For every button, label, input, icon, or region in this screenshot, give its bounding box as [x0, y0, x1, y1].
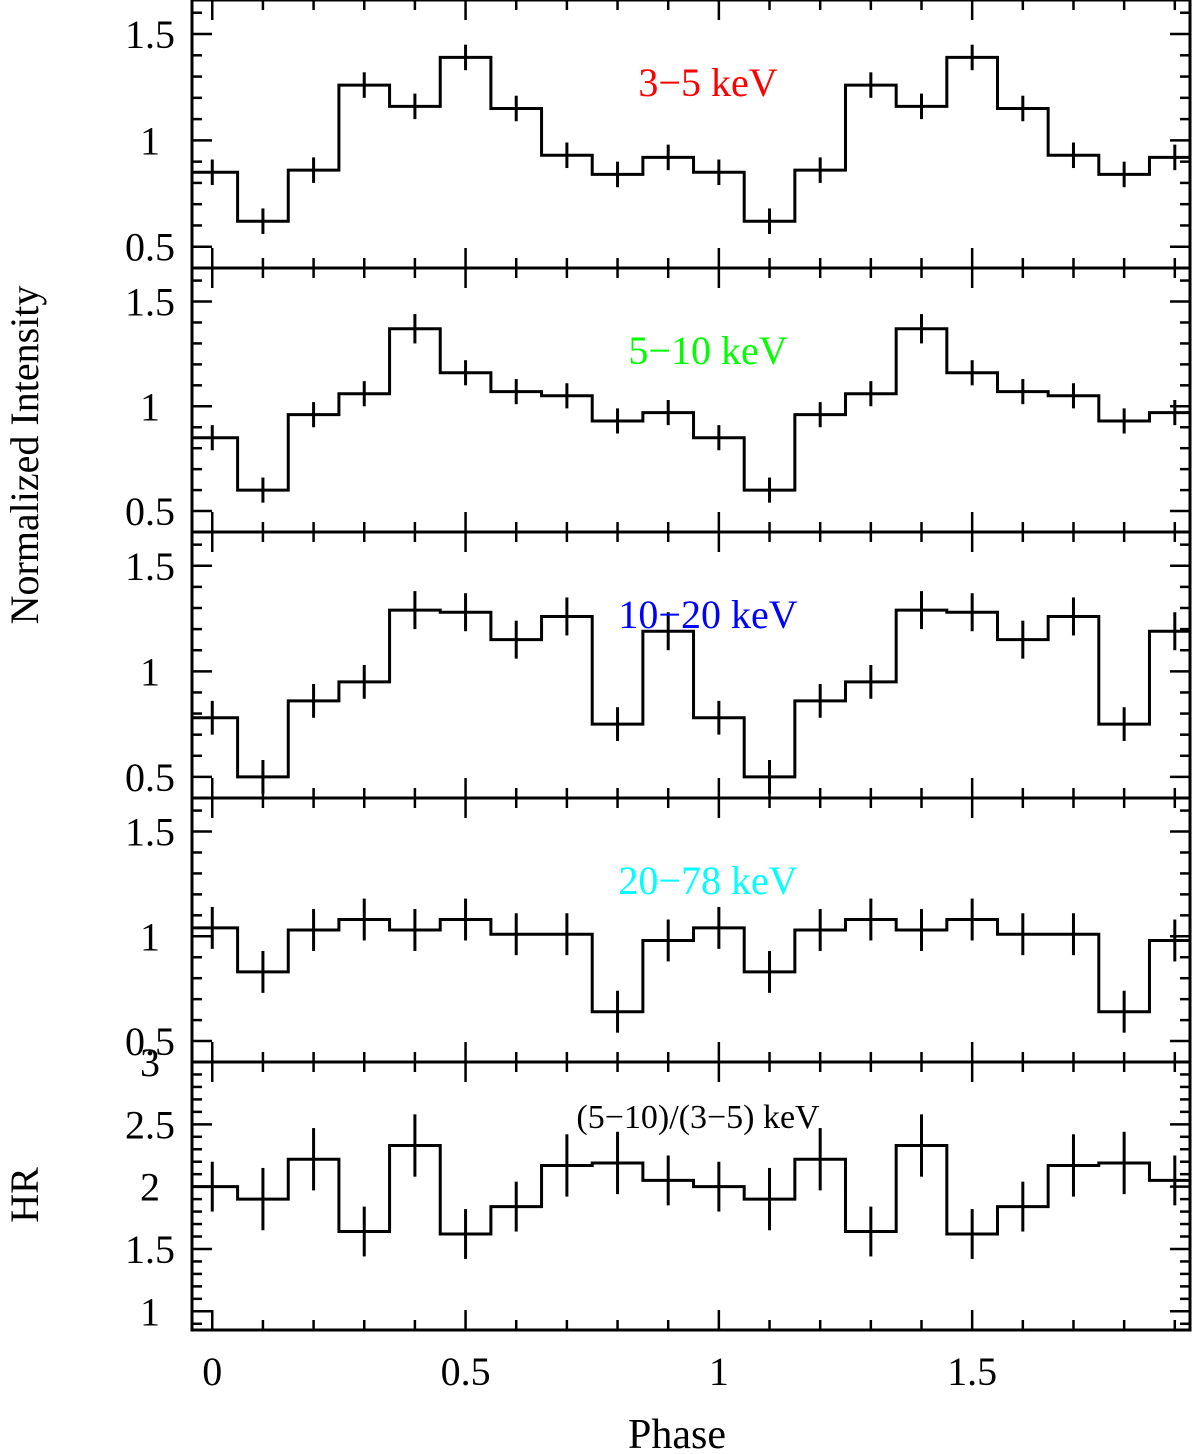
panel-label: (5−10)/(3−5) keV	[576, 1099, 820, 1136]
panel-label: 5−10 keV	[628, 328, 787, 373]
hr-axis-label: HR	[2, 1167, 47, 1223]
y-tick-label: 2.5	[125, 1102, 175, 1147]
y-tick-label: 0.5	[125, 225, 175, 270]
panel-frame	[190, 796, 1192, 1064]
y-tick-label: 1.5	[125, 810, 175, 855]
y-tick-label: 1.5	[125, 280, 175, 325]
x-tick-label: 1	[709, 1349, 729, 1394]
y-tick-label: 1.5	[125, 544, 175, 589]
panel-frame	[190, 530, 1192, 800]
y-tick-label: 1.5	[125, 1227, 175, 1272]
y-tick-label: 2	[140, 1165, 160, 1210]
y-tick-label: 0.5	[125, 489, 175, 534]
panel-label: 20−78 keV	[618, 858, 797, 903]
x-tick-label: 0.5	[441, 1349, 491, 1394]
y-tick-label: 0.5	[125, 1019, 175, 1064]
x-tick-label: 0	[202, 1349, 222, 1394]
y-tick-label: 0.5	[125, 755, 175, 800]
y-tick-label: 1.5	[125, 12, 175, 57]
x-axis-label: Phase	[628, 1412, 726, 1454]
y-tick-label: 1	[140, 118, 160, 163]
panel-label: 10−20 keV	[618, 592, 797, 637]
series-line	[192, 1144, 1190, 1236]
series-line	[192, 918, 1190, 1014]
y-axis-label: Normalized Intensity	[2, 286, 47, 625]
y-tick-label: 1	[140, 914, 160, 959]
y-tick-label: 1	[140, 1289, 160, 1334]
y-tick-label: 1	[140, 649, 160, 694]
panel-label: 3−5 keV	[638, 60, 777, 105]
y-tick-label: 3	[140, 1040, 160, 1085]
y-tick-label: 1	[140, 384, 160, 429]
panel-frame	[190, 1060, 1192, 1332]
panel-frame	[190, 0, 1192, 270]
panel-frame	[190, 266, 1192, 534]
x-tick-label: 1.5	[947, 1349, 997, 1394]
